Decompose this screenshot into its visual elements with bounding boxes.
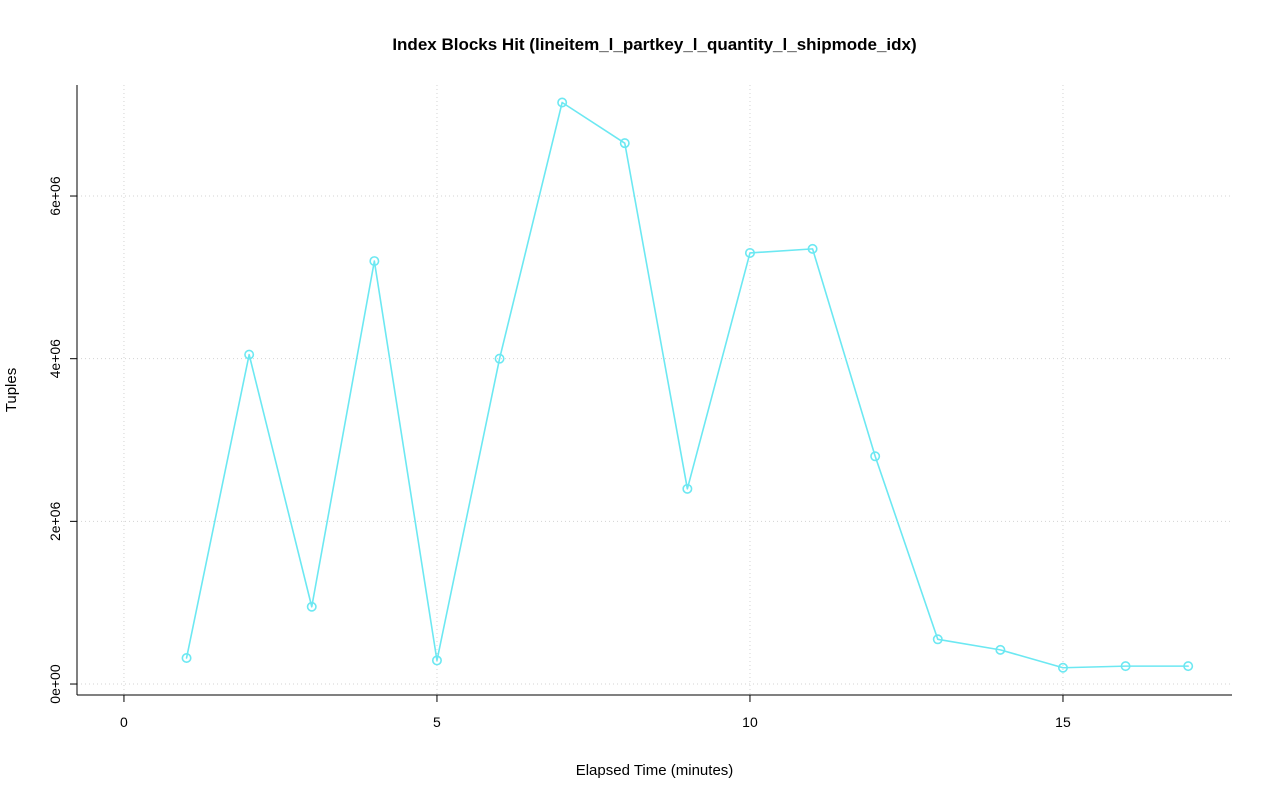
data-line bbox=[185, 101, 1189, 669]
y-tick-label: 6e+06 bbox=[47, 176, 63, 216]
chart-title: Index Blocks Hit (lineitem_l_partkey_l_q… bbox=[392, 35, 916, 54]
data-point bbox=[932, 634, 943, 645]
data-point bbox=[619, 138, 630, 149]
axes: 0 5 10 15 0e+00 2e+06 4e+06 6e+06 bbox=[47, 85, 1232, 730]
x-tick-label: 0 bbox=[120, 714, 128, 730]
data-point bbox=[306, 601, 317, 612]
data-point bbox=[369, 256, 380, 267]
y-tick-label: 2e+06 bbox=[47, 501, 63, 541]
data-point bbox=[870, 451, 881, 462]
data-point bbox=[181, 652, 192, 663]
x-tick-label: 15 bbox=[1055, 714, 1071, 730]
data-point bbox=[1183, 661, 1194, 672]
data-point bbox=[807, 243, 818, 254]
x-axis-label: Elapsed Time (minutes) bbox=[576, 762, 734, 779]
data-point bbox=[431, 655, 442, 666]
y-axis-label: Tuples bbox=[3, 368, 20, 412]
data-point bbox=[1057, 662, 1068, 673]
data-point bbox=[557, 97, 568, 108]
x-tick-label: 5 bbox=[433, 714, 441, 730]
y-tick-label: 0e+00 bbox=[47, 664, 63, 704]
data-point bbox=[995, 644, 1006, 655]
data-series bbox=[181, 97, 1194, 673]
y-tick-label: 4e+06 bbox=[47, 339, 63, 379]
grid-lines bbox=[77, 85, 1232, 695]
data-point bbox=[1120, 661, 1131, 672]
data-point bbox=[682, 483, 693, 494]
data-point bbox=[244, 349, 255, 360]
data-point bbox=[494, 353, 505, 364]
x-tick-label: 10 bbox=[742, 714, 758, 730]
data-point bbox=[744, 247, 755, 258]
